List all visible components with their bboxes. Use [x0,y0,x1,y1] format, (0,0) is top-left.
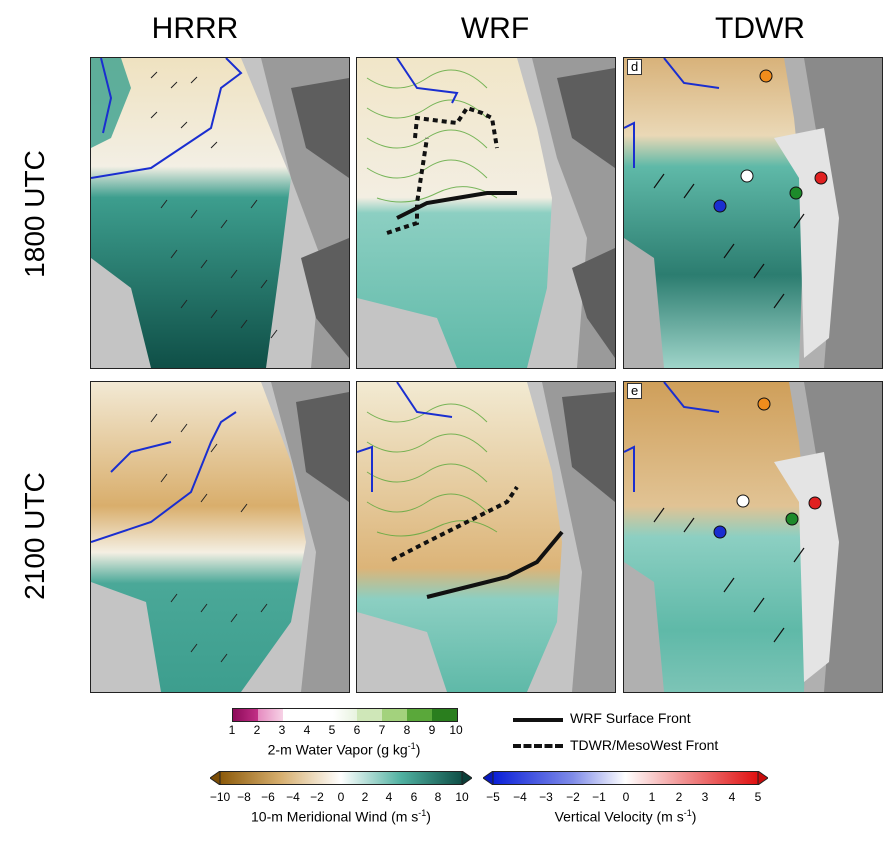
wv-tick: 3 [278,723,286,737]
legend-mesowest-front-label: TDWR/MesoWest Front [570,737,719,753]
mw-tick: 2 [361,790,369,804]
vv-tick: 0 [622,790,630,804]
water-vapor-contours [366,69,498,203]
row-title-1800: 1800 UTC [19,150,50,278]
mw-tick: −8 [237,790,251,804]
panel-label-d: d [627,59,643,75]
map-wrf-2100 [357,382,615,692]
panel-wrf-2100 [356,381,616,693]
column-title-wrf: WRF [460,12,530,45]
panel-hrrr-1800 [90,57,350,369]
station-marker-orange [759,69,773,83]
map-tdwr-2100 [624,382,882,692]
mw-tick: 10 [455,790,469,804]
station-marker-green [789,186,803,200]
mw-tick: 6 [410,790,418,804]
panel-tdwr-1800: d [623,57,883,369]
wv-tick: 7 [378,723,386,737]
wv-tick: 8 [403,723,411,737]
vv-tick: −5 [486,790,500,804]
panel-hrrr-2100 [90,381,350,693]
station-marker-blue [713,199,727,213]
column-title-hrrr: HRRR [151,12,239,45]
wv-tick: 4 [303,723,311,737]
wv-tick: 1 [228,723,236,737]
mw-tick: −4 [286,790,300,804]
panel-tdwr-2100: e [623,381,883,693]
map-hrrr-2100 [91,382,349,692]
mw-tick: −6 [261,790,275,804]
vv-tick: 5 [754,790,762,804]
row-title-2100: 2100 UTC [19,472,50,600]
vv-tick: 4 [728,790,736,804]
meridional-wind-colorbar [210,771,472,785]
map-wrf-1800 [357,58,615,368]
wv-tick: 9 [428,723,436,737]
station-marker-red [814,171,828,185]
mesowest-front-line [413,105,499,149]
vv-tick: −3 [539,790,553,804]
water-vapor-colorbar-label: 2-m Water Vapor (g kg-1) [267,741,421,758]
meridional-wind-colorbar-label: 10-m Meridional Wind (m s-1) [251,808,431,825]
vertical-velocity-colorbar-label: Vertical Velocity (m s-1) [554,808,697,825]
vv-tick: 2 [675,790,683,804]
surface-front-line [396,191,517,220]
observation-barbs [653,173,805,309]
water-vapor-colorbar [232,708,458,722]
mw-tick: −10 [209,790,231,804]
legend-mesowest-front-swatch [513,744,563,748]
mw-tick: −2 [310,790,324,804]
panel-label-e: e [627,383,643,399]
map-hrrr-1800 [91,58,349,368]
vv-tick: −4 [513,790,527,804]
mw-tick: 8 [434,790,442,804]
wv-tick: 10 [449,723,463,737]
mw-tick: 0 [337,790,345,804]
column-title-tdwr: TDWR [715,12,805,45]
vv-tick: 1 [648,790,656,804]
vv-tick: 3 [701,790,709,804]
vv-tick: −1 [592,790,606,804]
legend-surface-front-label: WRF Surface Front [570,710,691,726]
map-tdwr-1800 [624,58,882,368]
vv-tick: −2 [566,790,580,804]
wv-tick: 6 [353,723,361,737]
mw-tick: 4 [385,790,393,804]
legend-surface-front-swatch [513,718,563,722]
station-marker-white [740,169,754,183]
wv-tick: 5 [328,723,336,737]
wind-barbs [150,71,278,339]
vertical-velocity-colorbar [483,771,768,785]
panel-wrf-1800 [356,57,616,369]
wv-tick: 2 [253,723,261,737]
